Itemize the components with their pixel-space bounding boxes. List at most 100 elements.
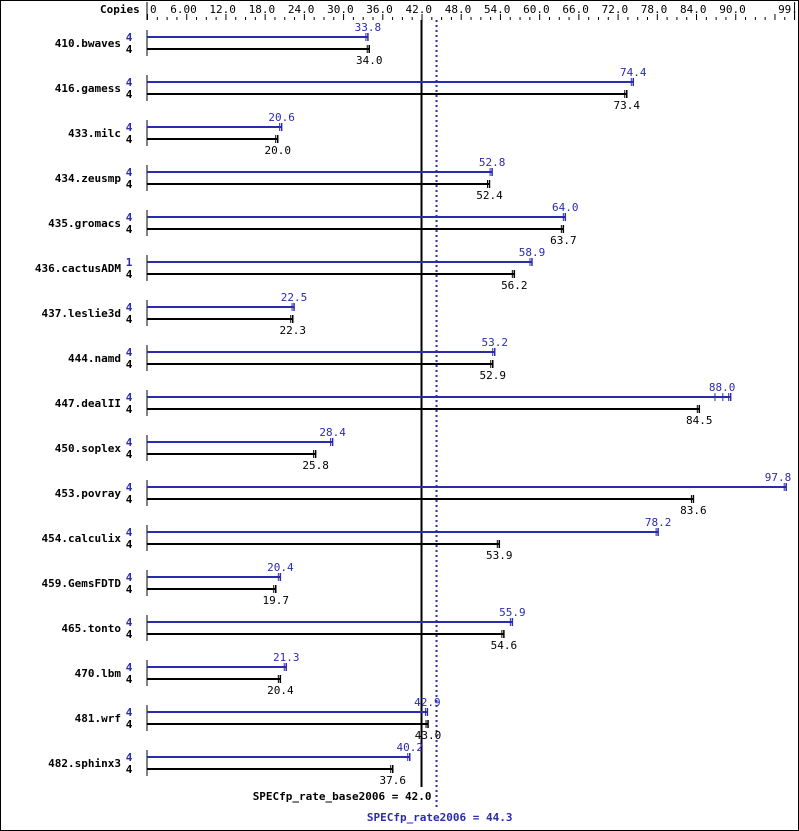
- benchmark-name: 447.dealII: [55, 397, 121, 410]
- base-value-label: 34.0: [356, 54, 383, 67]
- peak-value-label: 42.9: [414, 696, 441, 709]
- base-copies: 4: [126, 268, 133, 281]
- tick-label: 84.0: [680, 3, 707, 16]
- benchmark-name: 465.tonto: [61, 622, 121, 635]
- base-value-label: 73.4: [613, 99, 640, 112]
- benchmark-name: 444.namd: [68, 352, 121, 365]
- base-value-label: 43.0: [415, 729, 442, 742]
- peak-value-label: 78.2: [645, 516, 672, 529]
- tick-label: 78.0: [641, 3, 668, 16]
- base-value-label: 56.2: [501, 279, 528, 292]
- peak-value-label: 55.9: [499, 606, 526, 619]
- base-value-label: 20.0: [264, 144, 291, 157]
- benchmark-name: 410.bwaves: [55, 37, 121, 50]
- peak-copies: 4: [126, 706, 133, 719]
- benchmark-name: 482.sphinx3: [48, 757, 121, 770]
- tick-label: 48.0: [445, 3, 472, 16]
- peak-copies: 4: [126, 31, 133, 44]
- benchmark-name: 435.gromacs: [48, 217, 121, 230]
- benchmark-name: 453.povray: [55, 487, 122, 500]
- peak-value-label: 33.8: [355, 21, 382, 34]
- base-value-label: 84.5: [686, 414, 713, 427]
- tick-label: 6.00: [170, 3, 197, 16]
- base-copies: 4: [126, 493, 133, 506]
- benchmark-name: 454.calculix: [42, 532, 122, 545]
- base-value-label: 52.4: [476, 189, 503, 202]
- base-copies: 4: [126, 538, 133, 551]
- peak-value-label: 20.6: [268, 111, 295, 124]
- base-value-label: 63.7: [550, 234, 577, 247]
- peak-copies: 4: [126, 211, 133, 224]
- base-value-label: 20.4: [267, 684, 294, 697]
- peak-value-label: 58.9: [519, 246, 546, 259]
- tick-label: 36.0: [366, 3, 393, 16]
- peak-reference-label: SPECfp_rate2006 = 44.3: [367, 811, 513, 824]
- benchmark-name: 481.wrf: [75, 712, 121, 725]
- base-copies: 4: [126, 223, 133, 236]
- base-value-label: 54.6: [491, 639, 518, 652]
- peak-copies: 4: [126, 481, 133, 494]
- tick-label: 54.0: [484, 3, 511, 16]
- benchmark-name: 436.cactusADM: [35, 262, 121, 275]
- peak-value-label: 97.8: [765, 471, 792, 484]
- base-copies: 4: [126, 133, 133, 146]
- peak-copies: 4: [126, 121, 133, 134]
- base-value-label: 25.8: [302, 459, 329, 472]
- base-reference-label: SPECfp_rate_base2006 = 42.0: [253, 790, 432, 803]
- tick-label: 30.0: [327, 3, 354, 16]
- copies-header: Copies: [100, 3, 140, 16]
- base-copies: 4: [126, 673, 133, 686]
- benchmark-name: 416.gamess: [55, 82, 121, 95]
- peak-value-label: 40.2: [396, 741, 423, 754]
- base-copies: 4: [126, 358, 133, 371]
- peak-copies: 4: [126, 76, 133, 89]
- tick-label: 60.0: [523, 3, 550, 16]
- base-copies: 4: [126, 313, 133, 326]
- tick-label: 99.0: [778, 3, 799, 16]
- base-copies: 4: [126, 88, 133, 101]
- base-value-label: 52.9: [480, 369, 507, 382]
- tick-label: 12.0: [209, 3, 236, 16]
- peak-value-label: 22.5: [281, 291, 308, 304]
- base-copies: 4: [126, 628, 133, 641]
- peak-copies: 4: [126, 346, 133, 359]
- base-value-label: 53.9: [486, 549, 513, 562]
- peak-value-label: 64.0: [552, 201, 579, 214]
- benchmark-name: 434.zeusmp: [55, 172, 122, 185]
- benchmark-name: 459.GemsFDTD: [42, 577, 122, 590]
- base-value-label: 37.6: [380, 774, 407, 787]
- tick-label: 42.0: [406, 3, 433, 16]
- base-value-label: 83.6: [680, 504, 707, 517]
- base-value-label: 22.3: [280, 324, 307, 337]
- base-copies: 4: [126, 43, 133, 56]
- base-copies: 4: [126, 763, 133, 776]
- peak-value-label: 52.8: [479, 156, 506, 169]
- peak-value-label: 88.0: [709, 381, 736, 394]
- tick-label: 0: [150, 3, 157, 16]
- benchmark-name: 433.milc: [68, 127, 121, 140]
- peak-value-label: 20.4: [267, 561, 294, 574]
- peak-copies: 4: [126, 391, 133, 404]
- base-copies: 4: [126, 448, 133, 461]
- tick-label: 24.0: [288, 3, 315, 16]
- peak-value-label: 21.3: [273, 651, 300, 664]
- benchmark-name: 470.lbm: [75, 667, 122, 680]
- tick-label: 90.0: [719, 3, 746, 16]
- benchmark-name: 437.leslie3d: [42, 307, 121, 320]
- tick-label: 66.0: [562, 3, 589, 16]
- benchmark-name: 450.soplex: [55, 442, 122, 455]
- peak-copies: 4: [126, 526, 133, 539]
- peak-copies: 4: [126, 751, 133, 764]
- peak-copies: 4: [126, 571, 133, 584]
- base-copies: 4: [126, 583, 133, 596]
- peak-value-label: 74.4: [620, 66, 647, 79]
- tick-label: 18.0: [249, 3, 276, 16]
- base-copies: 4: [126, 178, 133, 191]
- peak-value-label: 28.4: [319, 426, 346, 439]
- peak-copies: 4: [126, 436, 133, 449]
- base-copies: 4: [126, 718, 133, 731]
- peak-copies: 1: [126, 256, 133, 269]
